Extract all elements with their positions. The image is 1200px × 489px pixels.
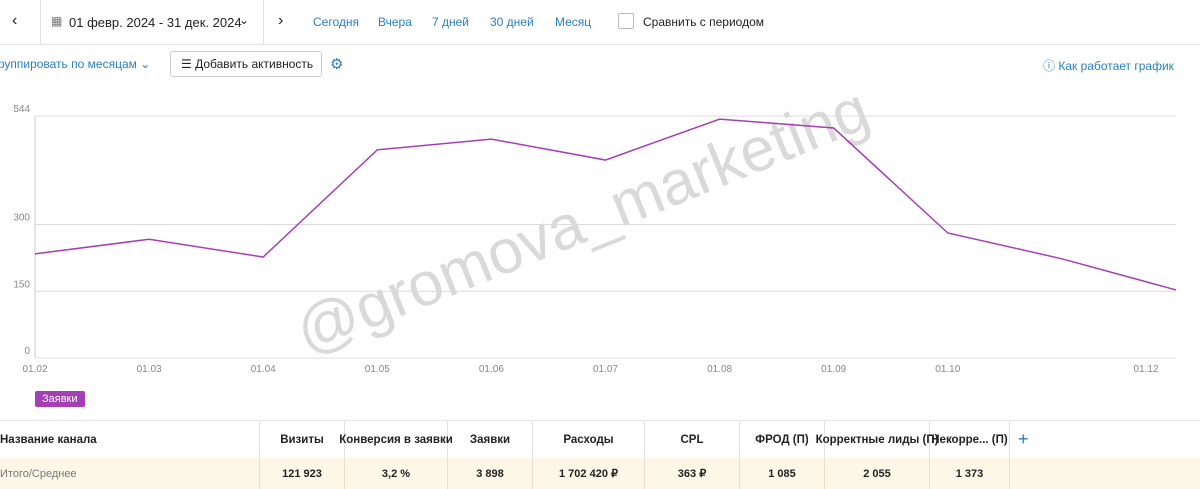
quick-range[interactable]: Месяц <box>555 15 592 29</box>
y-tick-label: 544 <box>13 104 30 115</box>
top-bar: ‹ ▦ 01 февр. 2024 - 31 дек. 2024 ⌄ › Сег… <box>0 0 1200 45</box>
date-range: 01 февр. 2024 - 31 дек. 2024 <box>69 15 242 30</box>
add-activity-button[interactable]: ☰ Добавить активность <box>170 51 322 77</box>
x-tick-label: 01.07 <box>593 364 618 375</box>
column-header: Заявки <box>448 421 533 459</box>
x-tick-label: 01.08 <box>707 364 732 375</box>
chart: @gromova_marketing 0 150 300 544 01.02 01.03 0… <box>13 90 1177 375</box>
x-tick-label: 01.05 <box>365 364 390 375</box>
table-cell: 1 085 <box>740 458 825 489</box>
column-header: Название канала <box>0 421 260 459</box>
y-tick-label: 300 <box>13 213 30 224</box>
help-text: Как работает график <box>1058 59 1174 73</box>
table-cell: 2 055 <box>825 458 930 489</box>
next-button[interactable]: › <box>278 12 284 29</box>
table-cell: 1 373 <box>930 458 1010 489</box>
x-tick-label: 01.09 <box>821 364 846 375</box>
watermark: @gromova_marketing <box>286 90 878 367</box>
x-tick-label: 01.04 <box>251 364 276 375</box>
column-header: Конверсия в заявки <box>339 421 453 459</box>
add-activity-label: ☰ Добавить активность <box>181 57 314 71</box>
line-series <box>34 118 1177 291</box>
legend-badge[interactable]: Заявки <box>35 391 85 407</box>
table-cell: 1 702 420 ₽ <box>533 458 645 489</box>
quick-range[interactable]: Вчера <box>378 15 412 29</box>
x-tick-label: 01.02 <box>22 364 47 375</box>
prev-button[interactable]: ‹ <box>12 12 18 29</box>
help-link[interactable]: ⓘ Как работает график <box>1043 59 1174 73</box>
table-header: Название канала Визиты Конверсия в заявки З… <box>0 420 1200 459</box>
quick-range[interactable]: 7 дней <box>432 15 470 29</box>
compare-checkbox[interactable] <box>618 13 634 29</box>
dropdown-caret: ⌄ <box>239 13 250 27</box>
column-header: Некорре... (П) <box>930 421 1010 459</box>
table-cell: 363 ₽ <box>645 458 740 489</box>
y-tick-label: 150 <box>13 279 30 290</box>
compare-label: Сравнить с периодом <box>643 15 765 29</box>
quick-range[interactable]: Сегодня <box>313 15 359 29</box>
add-activity-text: Добавить активность <box>195 57 314 71</box>
column-header: Корректные лиды (П) <box>816 421 938 459</box>
x-tick-label: 01.06 <box>479 364 504 375</box>
column-header: Визиты <box>260 421 345 459</box>
column-header: CPL <box>645 421 740 459</box>
settings-icon[interactable]: ⚙ <box>330 56 344 73</box>
group-by-label: Группировать по месяцам <box>0 57 137 71</box>
calendar-icon: ▦ <box>51 14 63 28</box>
table-row: Итого/Среднее 121 923 3,2 % 3 898 1 702 420 … <box>0 458 1200 489</box>
quick-range[interactable]: 30 дней <box>490 15 534 29</box>
x-tick-label: 01.03 <box>137 364 162 375</box>
x-tick-label: 01.10 <box>935 364 960 375</box>
date-picker[interactable]: ▦ 01 февр. 2024 - 31 дек. 2024 ⌄ <box>40 0 264 44</box>
column-header: ФРОД (П) <box>740 421 825 459</box>
y-tick-label: 0 <box>24 346 30 357</box>
table-cell: 121 923 <box>260 458 345 489</box>
x-tick-label: 01.12 <box>1133 364 1158 375</box>
table-cell: 3,2 % <box>345 458 448 489</box>
table-cell: 3 898 <box>448 458 533 489</box>
add-column[interactable]: + <box>1018 429 1029 449</box>
table-cell: Итого/Среднее <box>0 458 260 489</box>
group-by[interactable]: Группировать по месяцам ⌄ <box>0 57 150 71</box>
column-header: Расходы <box>533 421 645 459</box>
